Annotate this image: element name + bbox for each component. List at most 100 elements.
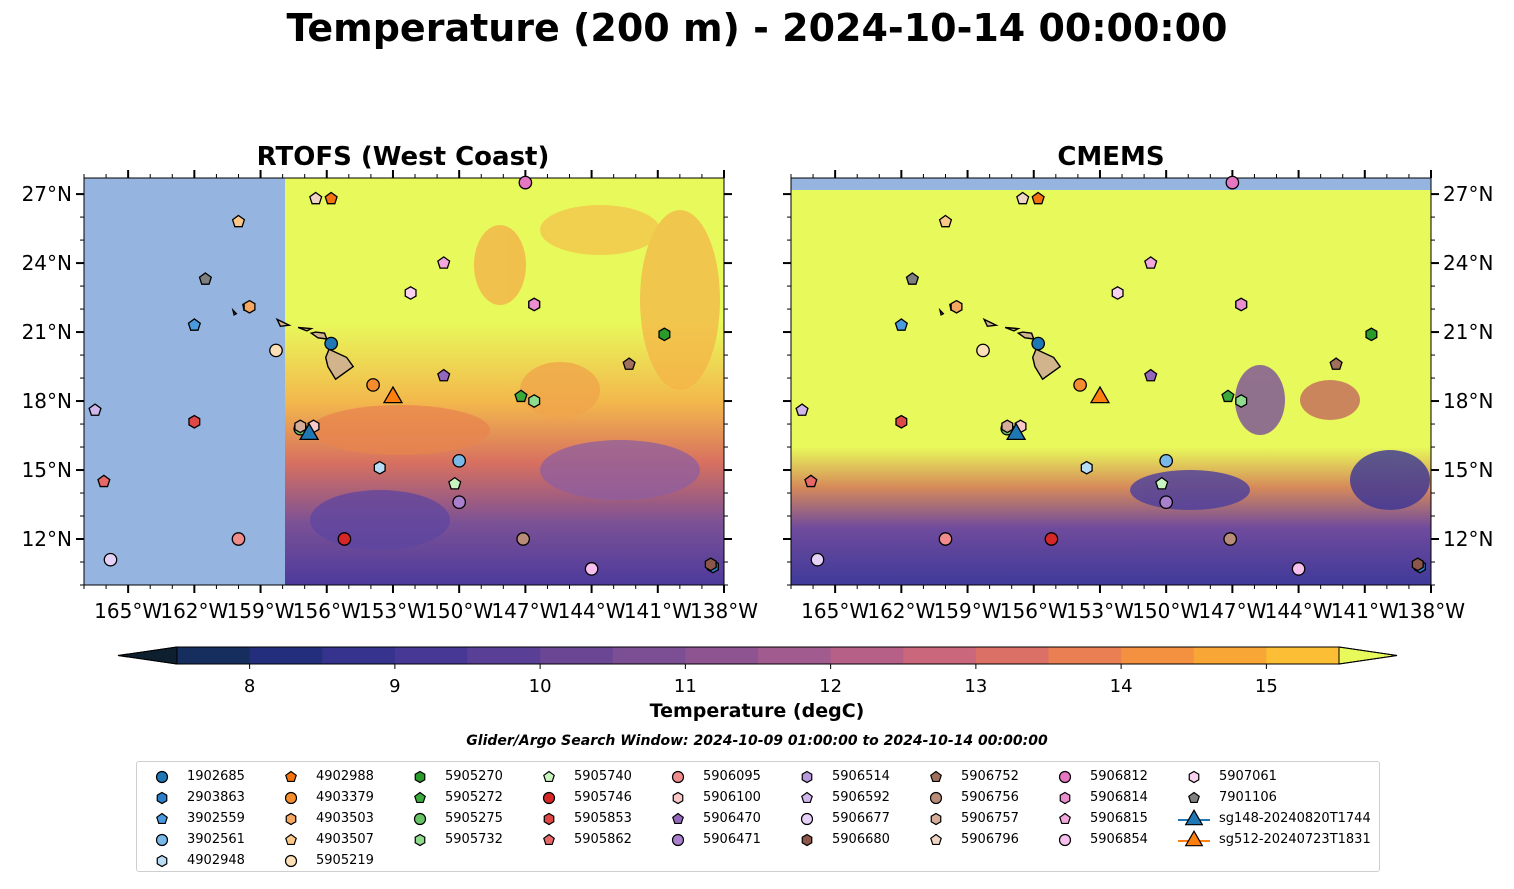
rtofs-map-title: RTOFS (West Coast) [256, 142, 550, 172]
legend-marker-icon [800, 812, 814, 825]
legend-label: 5906680 [832, 832, 890, 847]
obs-marker-5905740 [448, 476, 462, 490]
legend-label: 4903507 [316, 832, 374, 847]
legend-marker-icon [1178, 808, 1210, 825]
obs-marker-5905853 [188, 414, 201, 429]
legend-item: 5906470 [661, 808, 761, 829]
legend-label: 4903503 [316, 811, 374, 826]
colorbar-segment [177, 647, 251, 664]
colorbar-segment [758, 647, 832, 664]
island-shape [1004, 326, 1021, 332]
lon-tick-label: 156°W [293, 599, 361, 623]
lon-tick-label: 162°W [160, 599, 228, 623]
obs-marker-5906470 [437, 368, 451, 382]
obs-marker-4903379 [366, 378, 380, 392]
obs-marker-5906812 [518, 175, 533, 190]
legend-label: 4902948 [187, 853, 245, 868]
legend-item: 5906471 [661, 829, 761, 850]
rtofs-masked-ocean [84, 178, 285, 585]
obs-marker-4903503 [243, 299, 256, 314]
colorbar-segment [975, 647, 1049, 664]
lat-tick-label: 24°N [1443, 251, 1493, 275]
obs-marker-5906592 [795, 403, 809, 416]
obs-marker-sg148-20240820T1744 [299, 422, 320, 441]
lon-tick-label: 141°W [1331, 599, 1399, 623]
obs-marker-5905219 [976, 343, 990, 358]
legend-column: 5906514 5906592 5906677 5906680 [790, 766, 890, 850]
cmems-masked-ocean [791, 178, 1431, 190]
legend-item: 5905746 [532, 787, 632, 808]
legend-item: 5906514 [790, 766, 890, 787]
rtofs-frame [83, 177, 725, 586]
legend-item: 4902948 [145, 850, 245, 871]
colorbar-tick-label: 8 [244, 676, 255, 697]
lat-tick-label: 24°N [22, 251, 72, 275]
legend-label: 5906814 [1090, 790, 1148, 805]
legend-marker-icon [930, 833, 942, 845]
obs-marker-5905270 [658, 327, 671, 342]
legend-label: 5906854 [1090, 832, 1148, 847]
obs-marker-5906756 [1223, 532, 1238, 546]
obs-marker-5906757 [294, 419, 307, 434]
colorbar-segment [612, 647, 686, 664]
colorbar-tick-label: 14 [1110, 676, 1133, 697]
legend-column: 5905740 5905746 5905853 5905862 [532, 766, 632, 850]
colorbar-segment [903, 647, 977, 664]
legend-item: 5906752 [919, 766, 1019, 787]
legend-label: 5906471 [703, 832, 761, 847]
lon-tick-label: 165°W [94, 599, 162, 623]
obs-marker-5906815 [1144, 256, 1158, 269]
legend-item: 5905272 [403, 787, 503, 808]
legend-item: 4903507 [274, 829, 374, 850]
legend-marker-icon [413, 812, 427, 825]
legend-item: 5905732 [403, 829, 503, 850]
obs-marker-5906680 [704, 557, 717, 572]
legend-item: 5906796 [919, 829, 1019, 850]
legend-label: sg148-20240820T1744 [1219, 811, 1371, 826]
obs-marker-5907061 [1111, 286, 1124, 300]
legend-marker-icon [671, 770, 685, 783]
legend-label: 4902988 [316, 769, 374, 784]
cmems-frame [790, 177, 1432, 586]
obs-marker-5907061 [404, 286, 417, 300]
lon-tick-label: 159°W [934, 599, 1002, 623]
lon-tick-label: 159°W [227, 599, 295, 623]
colorbar-outline [117, 646, 1398, 665]
island-shape [938, 307, 945, 316]
legend-marker-icon [543, 770, 555, 782]
legend-item: 5906680 [790, 829, 890, 850]
legend-label: 5905732 [445, 832, 503, 847]
map-axes: 165°W162°W159°W156°W153°W150°W147°W144°W… [22, 170, 1493, 623]
legend-marker-icon [285, 770, 297, 782]
legend-label: 5905862 [574, 832, 632, 847]
legend-item: sg148-20240820T1744 [1177, 808, 1371, 829]
rtofs-map [84, 178, 724, 585]
legend-label: 5906756 [961, 790, 1019, 805]
colorbar-segment [322, 647, 396, 664]
observation-markers [88, 175, 1426, 576]
lat-tick-label: 21°N [22, 320, 72, 344]
colorbar-segment [467, 647, 541, 664]
legend-label: 1902685 [187, 769, 245, 784]
legend-item: 1902685 [145, 766, 245, 787]
legend-label: 7901106 [1219, 790, 1277, 805]
obs-marker-5905272 [514, 389, 528, 403]
cmems-map [791, 178, 1431, 585]
island-shape [1016, 331, 1035, 340]
colorbar-extend-high [1338, 646, 1398, 665]
legend-item: 7901106 [1177, 787, 1371, 808]
legend-label: 3902559 [187, 811, 245, 826]
colorbar-title: Temperature (degC) [649, 700, 865, 722]
lat-tick-label: 27°N [1443, 182, 1493, 206]
legend-item: 5906100 [661, 787, 761, 808]
lon-tick-label: 150°W [1132, 599, 1200, 623]
search-window-caption: Glider/Argo Search Window: 2024-10-09 01… [466, 733, 1048, 749]
legend-marker-icon [543, 812, 555, 825]
lon-tick-label: 153°W [1066, 599, 1134, 623]
colorbar-segment [1266, 647, 1340, 664]
legend-item: 3902561 [145, 829, 245, 850]
lon-tick-label: 138°W [1397, 599, 1465, 623]
legend-marker-icon [801, 770, 813, 783]
legend-marker-icon [929, 791, 943, 804]
